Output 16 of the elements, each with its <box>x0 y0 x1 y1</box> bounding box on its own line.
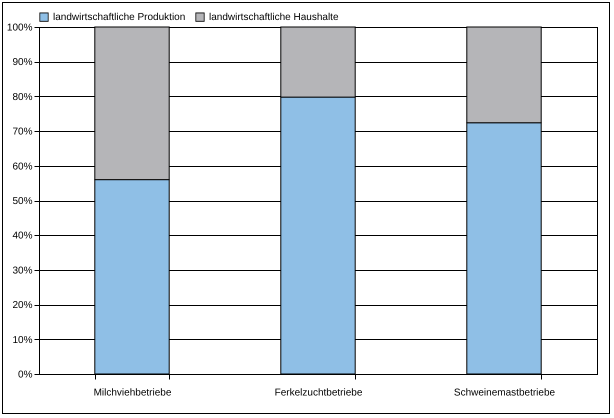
y-tick-label: 100% <box>6 22 33 34</box>
y-tick-label: 60% <box>12 161 33 172</box>
y-tick-label: 90% <box>12 57 33 68</box>
x-tick-label: Milchviehbetriebe <box>94 388 172 398</box>
x-tick-label: Schweinemastbetriebe <box>454 388 556 398</box>
y-tick-label: 50% <box>12 196 33 207</box>
y-tick-label: 70% <box>12 126 33 138</box>
legend-label: landwirtschaftliche Haushalte <box>209 12 339 24</box>
y-tick-label: 80% <box>12 92 33 103</box>
y-tick-label: 0% <box>18 370 33 380</box>
y-tick-label: 10% <box>12 334 33 346</box>
y-tick-label: 20% <box>12 300 33 312</box>
x-tick-label: Ferkelzuchtbetriebe <box>274 388 363 398</box>
y-tick-label: 40% <box>12 230 33 242</box>
legend-label: landwirtschaftliche Produktion <box>53 12 186 24</box>
y-tick-label: 30% <box>12 265 33 276</box>
